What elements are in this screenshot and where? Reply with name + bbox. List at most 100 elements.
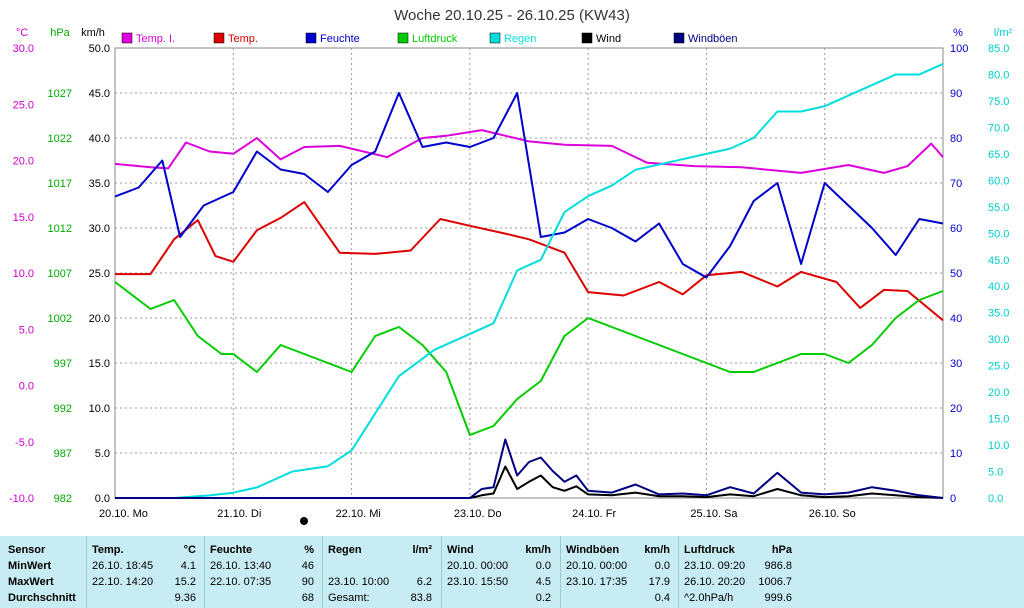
lm2-axis-tick: 25.0 [988, 361, 1009, 373]
column-divider [86, 536, 87, 608]
legend-item: Luftdruck [397, 32, 458, 45]
kmh-axis-tick: 35.0 [89, 178, 110, 190]
cell-value: 90 [301, 576, 314, 588]
kmh-axis-tick: 30.0 [89, 223, 110, 235]
lm2-axis-unit: l/m² [994, 27, 1013, 39]
legend-item: Feuchte [305, 32, 360, 45]
legend-item: Windböen [673, 32, 738, 45]
lm2-axis-tick: 20.0 [988, 387, 1009, 399]
legend-swatch [489, 32, 501, 44]
cell-time: 23.10. 09:20 [684, 560, 746, 572]
lm2-axis-tick: 10.0 [988, 440, 1009, 452]
kmh-axis-tick: 45.0 [89, 88, 110, 100]
celsius-axis-tick: 30.0 [13, 43, 34, 55]
plot-frame [114, 47, 944, 499]
hpa-axis-tick: 982 [54, 493, 72, 505]
cell-value: 1006.7 [758, 576, 792, 588]
lm2-axis-tick: 55.0 [988, 202, 1009, 214]
percent-axis-tick: 50 [950, 268, 962, 280]
cell-time: 22.10. 07:35 [210, 576, 272, 588]
cell-value: 0.0 [535, 560, 551, 572]
lm2-axis-tick: 65.0 [988, 149, 1009, 161]
hpa-axis-tick: 1007 [48, 268, 72, 280]
series-line [115, 201, 944, 322]
percent-axis-tick: 90 [950, 88, 962, 100]
series-line [115, 438, 944, 499]
cell-time: 22.10. 14:20 [92, 576, 154, 588]
legend-swatch [305, 32, 317, 44]
lm2-axis-tick: 75.0 [988, 96, 1009, 108]
cell-time: 20.10. 00:00 [566, 560, 628, 572]
group-unit: % [304, 544, 314, 556]
legend-swatch [581, 32, 593, 44]
chart-title: Woche 20.10.25 - 26.10.25 (KW43) [394, 7, 630, 24]
percent-axis-tick: 20 [950, 403, 962, 415]
percent-axis-tick: 60 [950, 223, 962, 235]
scroll-marker[interactable] [300, 517, 308, 525]
lm2-axis-tick: 40.0 [988, 281, 1009, 293]
kmh-axis-tick: 5.0 [95, 448, 110, 460]
lm2-axis-tick: 30.0 [988, 334, 1009, 346]
cell-value: 0.2 [535, 592, 551, 604]
legend-item: Temp. I. [121, 32, 175, 45]
x-tick-label: 20.10. Mo [99, 508, 148, 520]
kmh-axis-tick: 40.0 [89, 133, 110, 145]
cell-value: 0.4 [654, 592, 670, 604]
cell-value: 9.36 [174, 592, 196, 604]
series-line [115, 465, 944, 499]
group-unit: hPa [771, 544, 792, 556]
legend-swatch [397, 32, 409, 44]
group-header: Wind [447, 544, 474, 556]
lm2-axis-tick: 70.0 [988, 122, 1009, 134]
cell-time: Gesamt: [328, 592, 370, 604]
legend-label: Regen [504, 33, 536, 45]
group-header: Windböen [566, 544, 620, 556]
series-line [114, 281, 944, 436]
group-unit: °C [183, 544, 196, 556]
kmh-axis-tick: 0.0 [95, 493, 110, 505]
hpa-axis-tick: 992 [54, 403, 72, 415]
lm2-axis-tick: 5.0 [988, 467, 1003, 479]
kmh-axis-tick: 15.0 [89, 358, 110, 370]
legend-label: Wind [596, 33, 621, 45]
lm2-axis-tick: 0.0 [988, 493, 1003, 505]
cell-value: 4.1 [180, 560, 196, 572]
cell-value: 17.9 [648, 576, 670, 588]
kmh-axis-tick: 20.0 [89, 313, 110, 325]
cell-value: 4.5 [535, 576, 551, 588]
percent-axis-tick: 0 [950, 493, 956, 505]
legend-swatch [121, 32, 133, 44]
series-line [114, 92, 944, 279]
hpa-axis-tick: 987 [54, 448, 72, 460]
cell-time: 26.10. 20:20 [684, 576, 746, 588]
row-label: MinWert [8, 560, 52, 572]
legend-label: Temp. [228, 33, 258, 45]
celsius-axis-tick: 25.0 [13, 99, 34, 111]
column-divider [204, 536, 205, 608]
column-divider [441, 536, 442, 608]
cell-time: ^2.0hPa/h [684, 592, 734, 604]
kmh-axis-tick: 10.0 [89, 403, 110, 415]
celsius-axis-tick: 5.0 [19, 324, 34, 336]
legend-item: Temp. [213, 32, 258, 45]
lm2-axis-tick: 85.0 [988, 43, 1009, 55]
lm2-axis-tick: 80.0 [988, 69, 1009, 81]
lm2-axis-tick: 35.0 [988, 308, 1009, 320]
series-line [114, 129, 944, 174]
cell-time: 23.10. 10:00 [328, 576, 390, 588]
hpa-axis-tick: 1027 [48, 88, 72, 100]
lm2-axis-tick: 50.0 [988, 228, 1009, 240]
legend-label: Temp. I. [136, 33, 175, 45]
cell-time: 23.10. 15:50 [447, 576, 509, 588]
cell-value: 15.2 [174, 576, 196, 588]
stats-table: Sensor MinWert MaxWert Durchschnitt Temp. °C 2… [0, 536, 1024, 608]
legend-label: Luftdruck [412, 33, 458, 45]
kmh-axis-tick: 25.0 [89, 268, 110, 280]
cell-value: 6.2 [416, 576, 432, 588]
cell-time: 23.10. 17:35 [566, 576, 628, 588]
row-label: MaxWert [8, 576, 54, 588]
hpa-axis-tick: 1017 [48, 178, 72, 190]
group-header: Regen [328, 544, 362, 556]
celsius-axis-tick: 10.0 [13, 268, 34, 280]
celsius-axis-tick: 15.0 [13, 212, 34, 224]
